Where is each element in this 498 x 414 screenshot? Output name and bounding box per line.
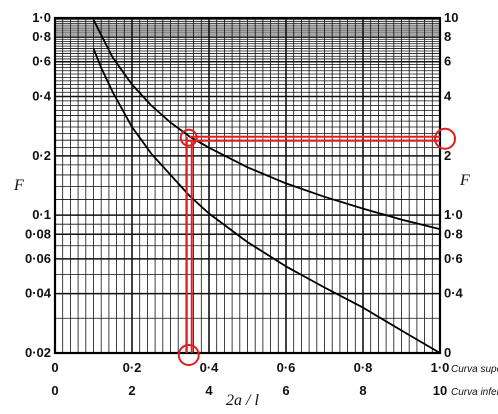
y-right-tick-label: 8 xyxy=(444,29,451,44)
plot-frame xyxy=(53,16,442,355)
x-lower-tick-label: 0 xyxy=(51,383,58,398)
tick-labels: 1·0 0·8 0·6 0·4 0·2 0·1 0·08 0·06 0·04 0·02 10 8 6 4 2… xyxy=(25,10,464,398)
y-right-tick-label: 0·4 xyxy=(444,286,464,301)
x-lower-tick-label: 6 xyxy=(282,383,289,398)
x-bottom-tick-label: 0·8 xyxy=(354,360,373,375)
x-lower-note: Curva inferior xyxy=(451,387,498,398)
series-line-inferior xyxy=(92,48,441,354)
y-left-tick-label: 1·0 xyxy=(32,10,51,25)
y-right-tick-label: 6 xyxy=(444,54,451,69)
annotation-circle-right-axis-point xyxy=(434,127,456,150)
series-line-superior xyxy=(92,19,441,230)
x-bottom-note: Curva superior xyxy=(451,364,498,375)
plot-border xyxy=(53,16,442,355)
y-right-tick-label: 0·8 xyxy=(444,226,463,241)
annotation-circle-curve-point xyxy=(179,128,198,147)
y-left-tick-label: 0·06 xyxy=(25,251,51,266)
x-bottom-tick-label: 0·4 xyxy=(200,360,220,375)
x-bottom-tick-label: 1·0 xyxy=(431,360,450,375)
grid xyxy=(54,17,441,354)
x-lower-tick-label: 4 xyxy=(205,383,213,398)
y-left-tick-label: 0·2 xyxy=(32,148,51,163)
x-lower-tick-label: 8 xyxy=(359,383,366,398)
y-right-tick-label: 1·0 xyxy=(444,207,463,222)
y-right-tick-label: 0·6 xyxy=(444,251,463,266)
y-right-tick-label: 0 xyxy=(444,345,451,360)
y-right-tick-label: 4 xyxy=(444,88,452,103)
y-right-tick-label: 2 xyxy=(444,148,451,163)
x-lower-tick-label: 2 xyxy=(128,383,135,398)
y-left-tick-label: 0·4 xyxy=(32,88,52,103)
y-axis-label-right: F xyxy=(459,172,470,189)
annotation-circle-x-axis-point xyxy=(177,344,200,366)
x-lower-tick-label: 10 xyxy=(433,383,447,398)
y-right-tick-label: 10 xyxy=(444,10,458,25)
x-bottom-tick-label: 0·2 xyxy=(123,360,142,375)
y-left-tick-label: 0·08 xyxy=(25,226,51,241)
annotations xyxy=(177,127,456,366)
y-left-tick-label: 0·6 xyxy=(32,54,51,69)
curves xyxy=(92,19,441,354)
y-left-tick-label: 0·8 xyxy=(32,29,51,44)
x-axis-label: 2a / l xyxy=(226,392,259,409)
x-bottom-tick-label: 0 xyxy=(51,360,58,375)
y-left-tick-label: 0·02 xyxy=(25,345,51,360)
y-axis-label-left: F xyxy=(13,177,24,194)
y-left-tick-label: 0·04 xyxy=(25,286,52,301)
x-bottom-tick-label: 0·6 xyxy=(277,360,296,375)
y-left-tick-label: 0·1 xyxy=(32,207,51,222)
